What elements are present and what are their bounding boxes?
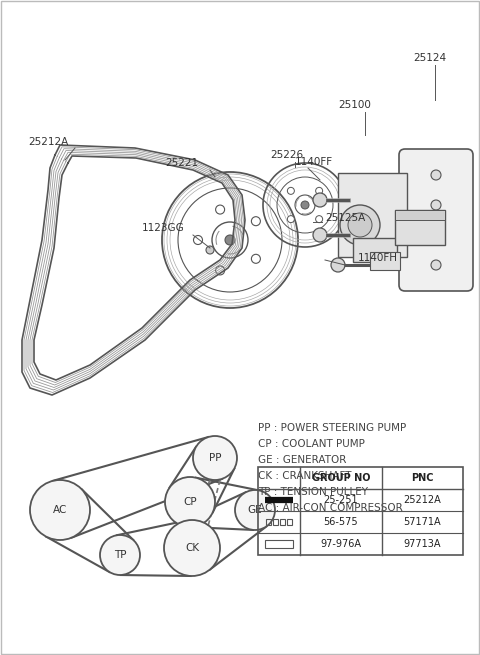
Circle shape: [165, 477, 215, 527]
Text: 97-976A: 97-976A: [321, 539, 361, 549]
Bar: [287, 519, 292, 525]
Text: 1123GG: 1123GG: [142, 223, 185, 233]
Text: GE : GENERATOR: GE : GENERATOR: [258, 455, 347, 465]
Circle shape: [288, 215, 294, 223]
Bar: [395, 210, 445, 220]
Circle shape: [252, 217, 260, 226]
FancyBboxPatch shape: [399, 149, 473, 291]
Circle shape: [193, 436, 237, 480]
Circle shape: [313, 228, 327, 242]
Circle shape: [100, 535, 140, 575]
Bar: [265, 540, 293, 548]
Circle shape: [431, 230, 441, 240]
Text: 25-251: 25-251: [324, 495, 358, 505]
Text: AC: AC: [53, 505, 67, 515]
Text: CP : COOLANT PUMP: CP : COOLANT PUMP: [258, 439, 365, 449]
Text: 56-575: 56-575: [324, 517, 358, 527]
Circle shape: [331, 258, 345, 272]
Circle shape: [252, 254, 260, 263]
Text: 57171A: 57171A: [404, 517, 441, 527]
Circle shape: [431, 170, 441, 180]
Bar: [395, 210, 445, 245]
Text: 1140FF: 1140FF: [295, 157, 333, 167]
Text: PP: PP: [209, 453, 221, 463]
Bar: [370, 252, 400, 270]
Text: PNC: PNC: [411, 473, 434, 483]
Circle shape: [235, 490, 275, 530]
Text: CP: CP: [183, 497, 197, 507]
Bar: [266, 519, 271, 525]
Text: 25226: 25226: [270, 150, 303, 160]
Text: 25221: 25221: [166, 158, 199, 168]
Circle shape: [206, 246, 214, 254]
Circle shape: [30, 480, 90, 540]
Text: 25124: 25124: [413, 53, 446, 63]
Circle shape: [225, 235, 235, 245]
Circle shape: [193, 236, 203, 244]
Text: 25125A: 25125A: [325, 213, 365, 223]
Bar: [273, 519, 278, 525]
Text: GE: GE: [248, 505, 262, 515]
Circle shape: [313, 193, 327, 207]
Circle shape: [301, 201, 309, 209]
Circle shape: [431, 260, 441, 270]
Text: PP : POWER STEERING PUMP: PP : POWER STEERING PUMP: [258, 423, 406, 433]
Bar: [258, 467, 463, 555]
Circle shape: [431, 200, 441, 210]
Circle shape: [216, 266, 225, 275]
Text: 25212A: 25212A: [28, 137, 68, 147]
Circle shape: [316, 215, 323, 223]
Text: CK : CRANKSHAFT: CK : CRANKSHAFT: [258, 471, 351, 481]
Text: CK: CK: [185, 543, 199, 553]
Text: AC : AIR-CON COMPRESSOR: AC : AIR-CON COMPRESSOR: [258, 503, 403, 513]
Circle shape: [216, 205, 225, 214]
FancyBboxPatch shape: [353, 238, 397, 262]
Text: TP : TENSION PULLEY: TP : TENSION PULLEY: [258, 487, 368, 497]
Text: GROUP NO: GROUP NO: [312, 473, 370, 483]
Text: 1140FH: 1140FH: [358, 253, 398, 263]
Circle shape: [348, 213, 372, 237]
Text: 97713A: 97713A: [404, 539, 441, 549]
FancyBboxPatch shape: [338, 173, 407, 257]
Bar: [280, 519, 285, 525]
Text: TP: TP: [114, 550, 126, 560]
Circle shape: [164, 520, 220, 576]
Text: 25100: 25100: [338, 100, 372, 110]
Circle shape: [316, 187, 323, 195]
Circle shape: [288, 187, 294, 195]
Circle shape: [340, 205, 380, 245]
Text: 25212A: 25212A: [404, 495, 442, 505]
